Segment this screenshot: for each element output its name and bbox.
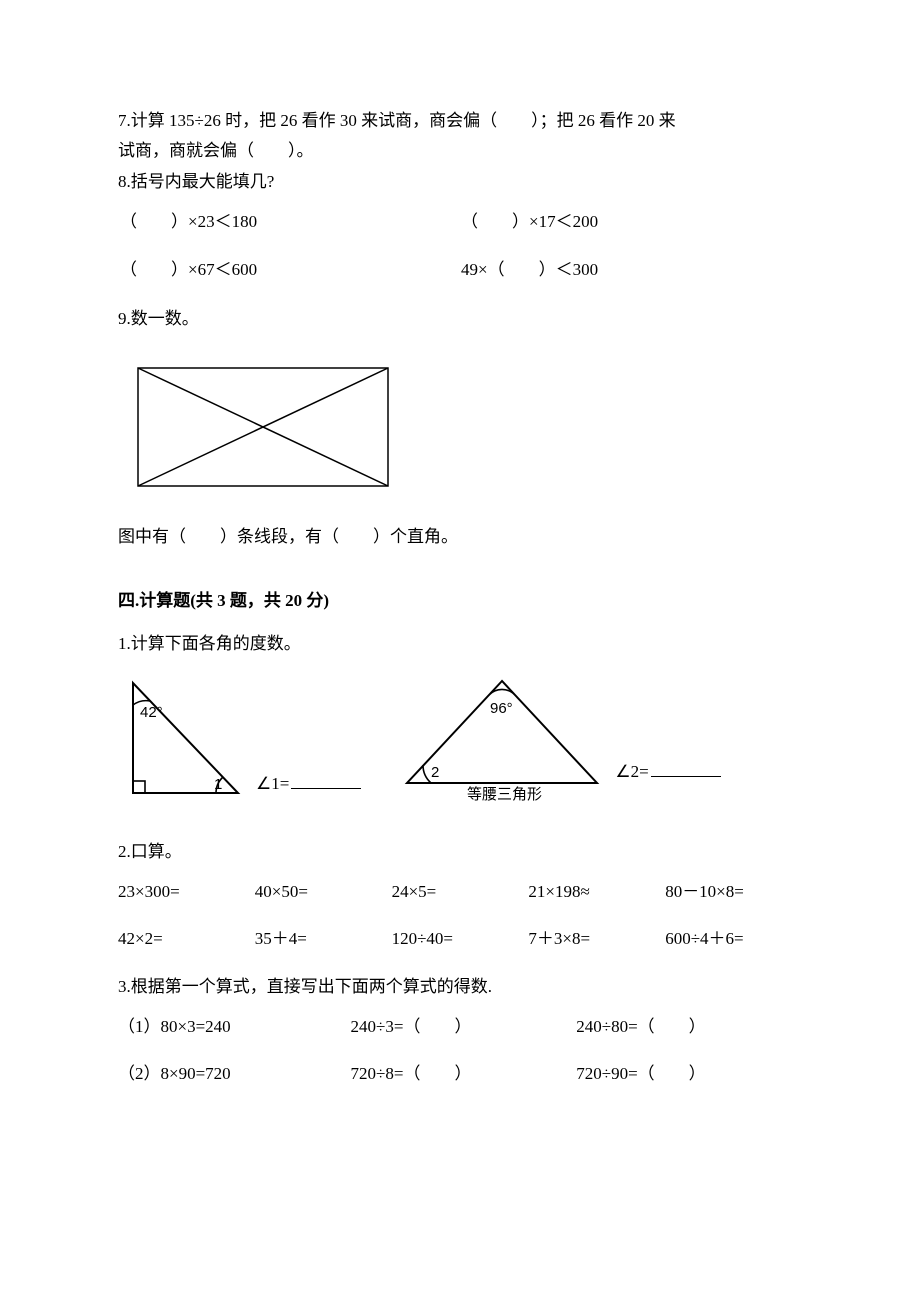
triangle-1: 42° 1 bbox=[118, 673, 248, 803]
q9-caption: 图中有（ ）条线段，有（ ）个直角。 bbox=[118, 524, 802, 550]
q3-r1-c: 240÷80=（ ） bbox=[576, 1014, 802, 1040]
q8-row-2: （ ）×67＜600 49×（ ）＜300 bbox=[118, 257, 802, 283]
q7-line2: 试商，商就会偏（ ）。 bbox=[118, 138, 802, 164]
q3-r1-b: 240÷3=（ ） bbox=[351, 1014, 577, 1040]
q8-r1-right: （ ）×17＜200 bbox=[461, 209, 802, 235]
tri2-bottom-caption: 等腰三角形 bbox=[467, 785, 542, 803]
q3-r2-c: 720÷90=（ ） bbox=[576, 1061, 802, 1087]
s4-q2-row1: 23×300= 40×50= 24×5= 21×198≈ 80－10×8= bbox=[118, 879, 802, 905]
tri2-answer-blank[interactable] bbox=[651, 762, 721, 777]
q8-r2-left: （ ）×67＜600 bbox=[120, 257, 461, 283]
s4-q3-title: 3.根据第一个算式，直接写出下面两个算式的得数. bbox=[118, 974, 802, 1000]
q3-r1-a: （1）80×3=240 bbox=[118, 1014, 351, 1040]
tri1-answer-text: ∠1= bbox=[256, 774, 289, 793]
q2-r2-c4: 7＋3×8= bbox=[528, 926, 665, 952]
q2-r1-c1: 23×300= bbox=[118, 879, 255, 905]
q8-r1-left: （ ）×23＜180 bbox=[120, 209, 461, 235]
tri2-answer-label: ∠2= bbox=[615, 759, 722, 803]
page: 7.计算 135÷26 时，把 26 看作 30 来试商，商会偏（ ）；把 26… bbox=[0, 0, 920, 1302]
q2-r2-c3: 120÷40= bbox=[392, 926, 529, 952]
q9-figure bbox=[118, 366, 802, 488]
s4-q1-title: 1.计算下面各角的度数。 bbox=[118, 631, 802, 657]
s4-q2-row2: 42×2= 35＋4= 120÷40= 7＋3×8= 600÷4＋6= bbox=[118, 926, 802, 952]
q2-r1-c5: 80－10×8= bbox=[665, 879, 802, 905]
q8-title: 8.括号内最大能填几? bbox=[118, 169, 802, 195]
s4-q2-title: 2.口算。 bbox=[118, 839, 802, 865]
q9-title: 9.数一数。 bbox=[118, 306, 802, 332]
q7-line1: 7.计算 135÷26 时，把 26 看作 30 来试商，商会偏（ ）；把 26… bbox=[118, 108, 802, 134]
tri1-answer-blank[interactable] bbox=[291, 774, 361, 789]
q8-r2-right: 49×（ ）＜300 bbox=[461, 257, 802, 283]
tri2-answer-text: ∠2= bbox=[615, 762, 648, 781]
s4-q3-row1: （1）80×3=240 240÷3=（ ） 240÷80=（ ） bbox=[118, 1014, 802, 1040]
tri1-corner-label: 1 bbox=[214, 776, 222, 793]
q8-row-1: （ ）×23＜180 （ ）×17＜200 bbox=[118, 209, 802, 235]
triangle-2: 96° 2 等腰三角形 bbox=[397, 671, 607, 803]
q3-r2-a: （2）8×90=720 bbox=[118, 1061, 351, 1087]
q3-r2-b: 720÷8=（ ） bbox=[351, 1061, 577, 1087]
tri1-top-angle: 42° bbox=[140, 704, 163, 721]
s4-q3-row2: （2）8×90=720 720÷8=（ ） 720÷90=（ ） bbox=[118, 1061, 802, 1087]
q2-r2-c1: 42×2= bbox=[118, 926, 255, 952]
s4-q1-figures: 42° 1 ∠1= 96° 2 等腰三角形 ∠2= bbox=[118, 671, 802, 803]
tri2-top-angle: 96° bbox=[490, 700, 513, 717]
tri2-corner-label: 2 bbox=[431, 764, 439, 781]
q2-r1-c4: 21×198≈ bbox=[528, 879, 665, 905]
tri1-answer-label: ∠1= bbox=[256, 771, 363, 803]
q2-r2-c2: 35＋4= bbox=[255, 926, 392, 952]
section4-title: 四.计算题(共 3 题，共 20 分) bbox=[118, 588, 802, 614]
q2-r1-c2: 40×50= bbox=[255, 879, 392, 905]
q2-r2-c5: 600÷4＋6= bbox=[665, 926, 802, 952]
q9-rect-svg bbox=[136, 366, 390, 488]
q2-r1-c3: 24×5= bbox=[392, 879, 529, 905]
